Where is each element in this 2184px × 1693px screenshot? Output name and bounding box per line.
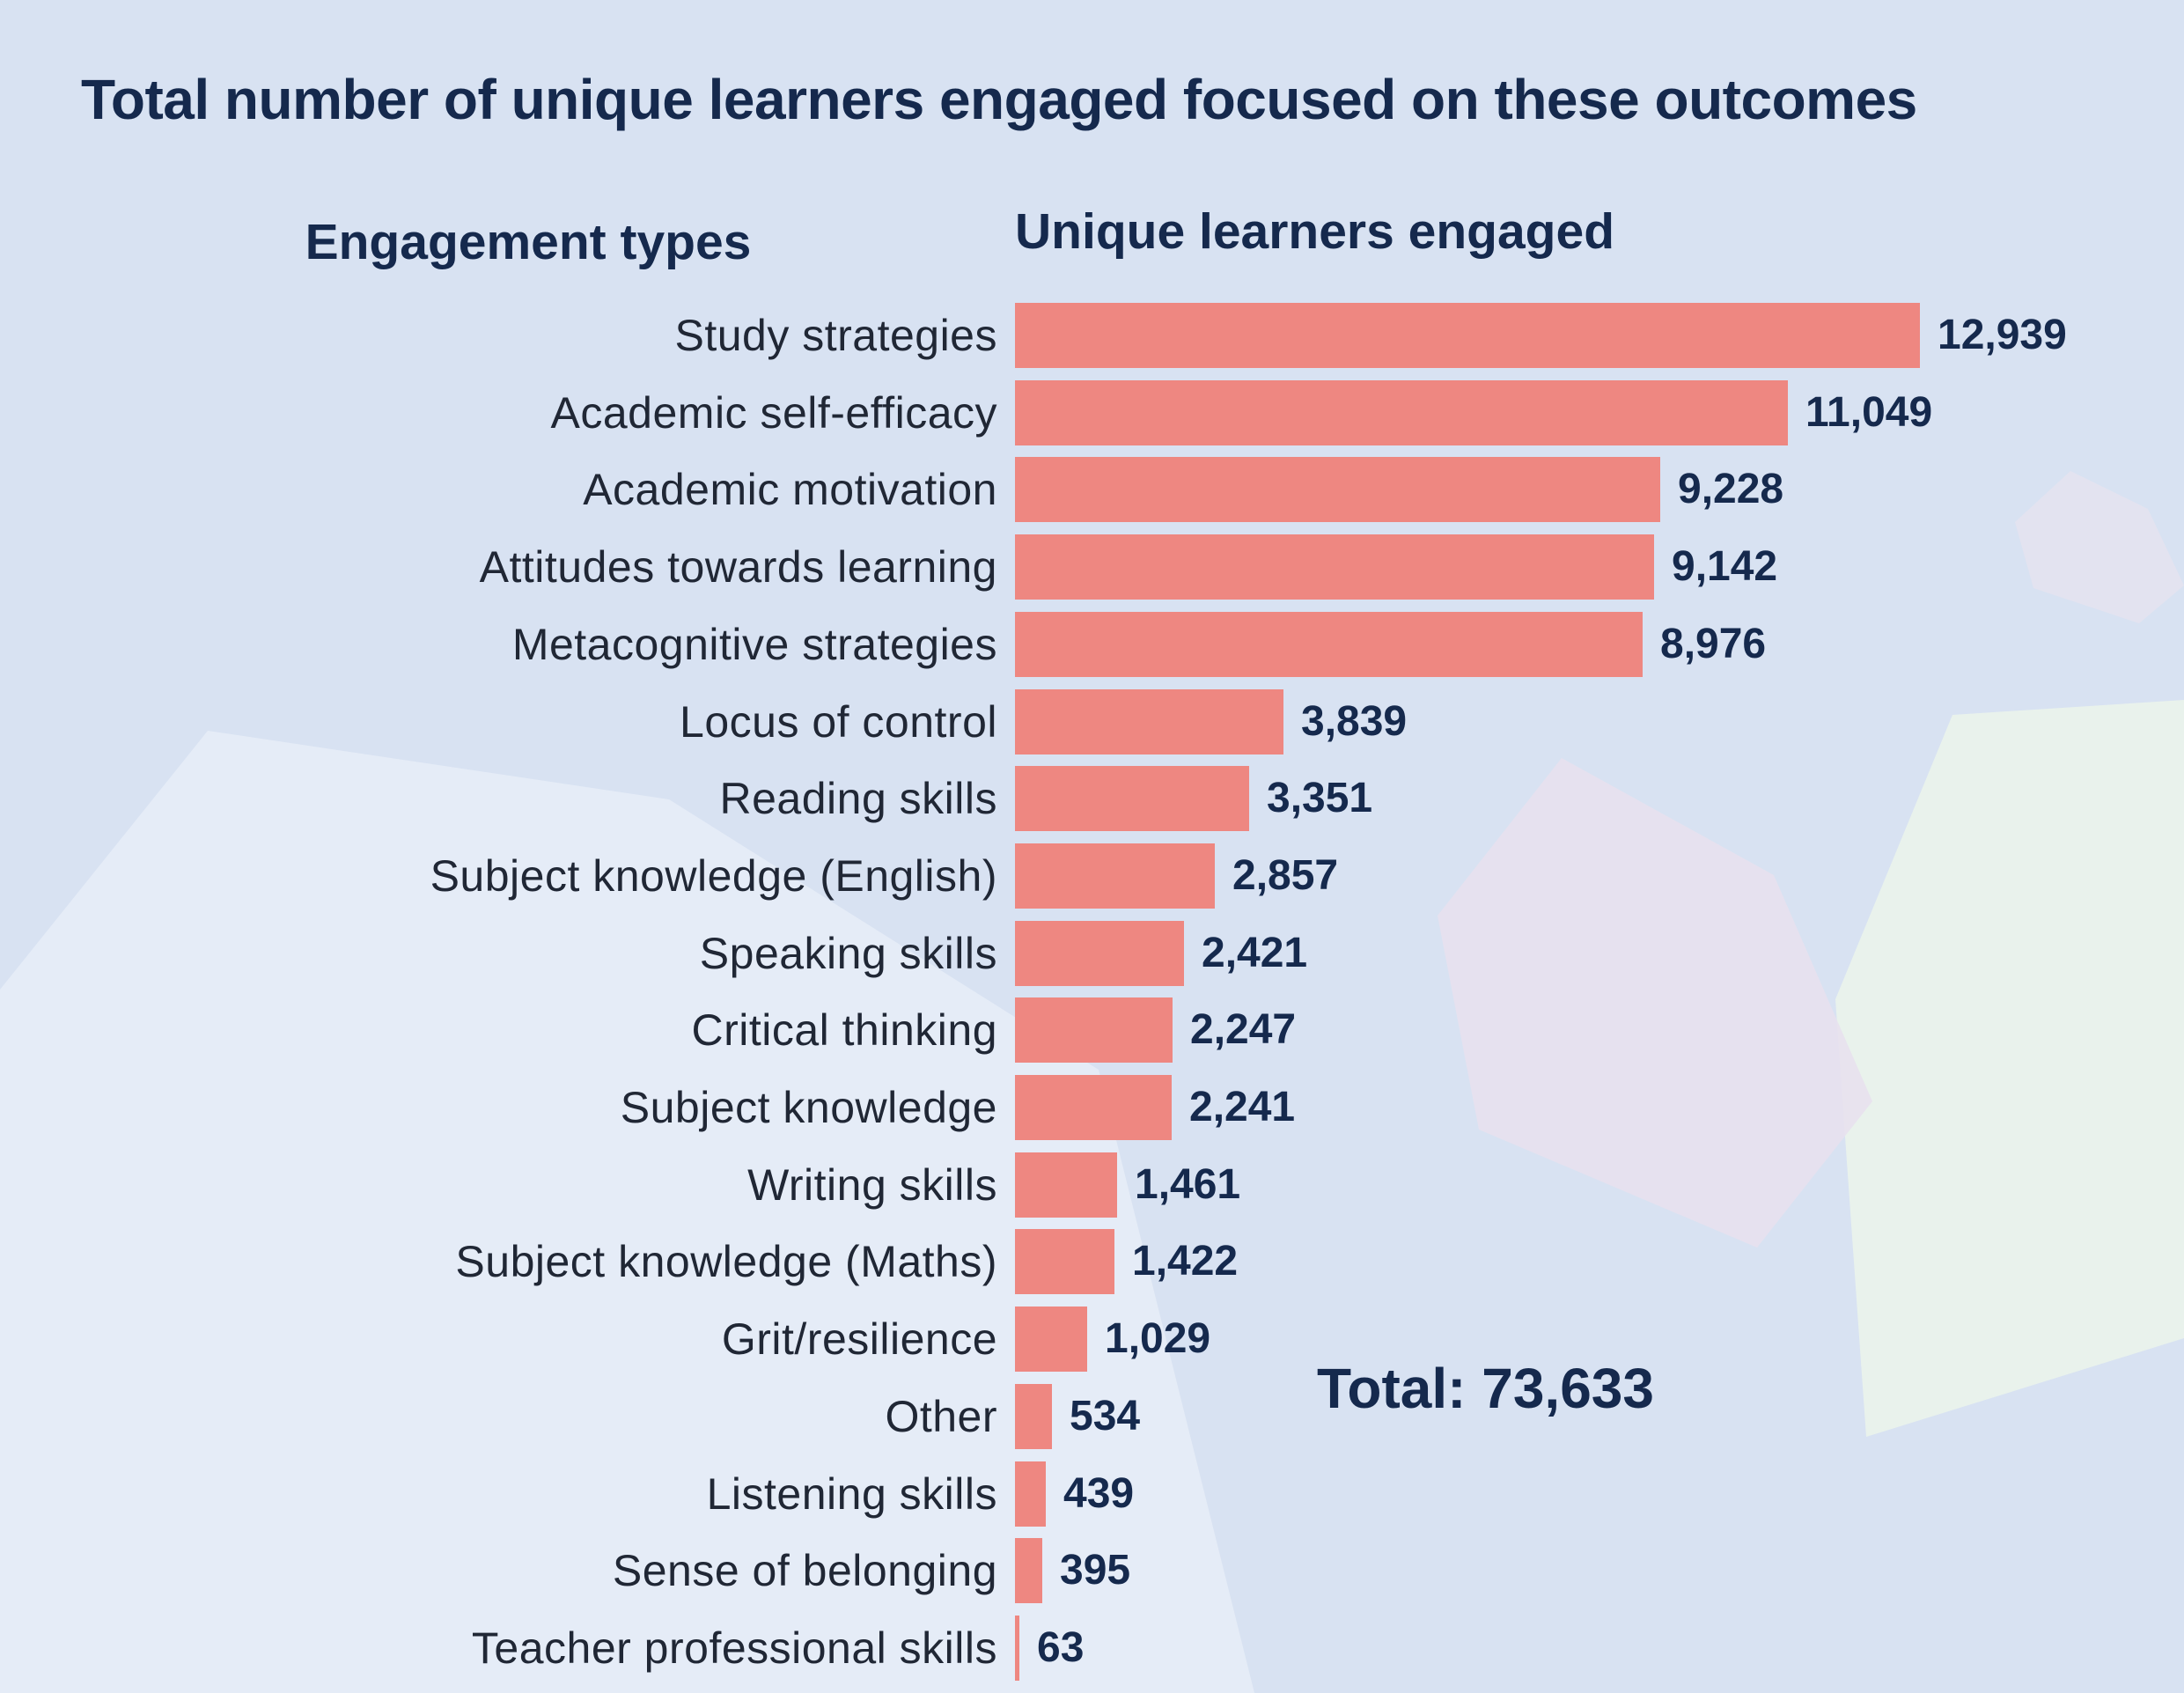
chart-row: Study strategies 12,939 — [0, 303, 2184, 368]
value-label: 395 — [1060, 1547, 1131, 1594]
chart-row: Locus of control 3,839 — [0, 689, 2184, 754]
category-label: Sense of belonging — [612, 1546, 997, 1595]
value-label: 3,351 — [1267, 775, 1373, 821]
category-label: Metacognitive strategies — [511, 620, 997, 669]
category-label: Other — [885, 1392, 997, 1441]
chart-row: Academic motivation 9,228 — [0, 457, 2184, 522]
value-label: 8,976 — [1660, 621, 1767, 667]
value-label: 2,421 — [1202, 930, 1308, 976]
chart-row: Sense of belonging 395 — [0, 1538, 2184, 1603]
category-label: Academic self-efficacy — [550, 388, 997, 438]
chart-row: Listening skills 439 — [0, 1461, 2184, 1527]
category-label: Subject knowledge — [620, 1083, 997, 1132]
category-label: Subject knowledge (English) — [430, 851, 997, 901]
bar — [1015, 1075, 1172, 1140]
category-label: Grit/resilience — [721, 1314, 997, 1364]
bar — [1015, 843, 1215, 909]
bar — [1015, 921, 1184, 986]
bar — [1015, 457, 1660, 522]
chart-row: Metacognitive strategies 8,976 — [0, 612, 2184, 677]
value-label: 534 — [1070, 1393, 1141, 1439]
value-label: 9,142 — [1672, 543, 1778, 590]
category-label: Reading skills — [719, 774, 997, 823]
decor-polygon-light-blue — [0, 731, 1254, 1693]
category-label: Speaking skills — [699, 929, 997, 978]
chart-row: Teacher professional skills 63 — [0, 1616, 2184, 1681]
value-label: 439 — [1063, 1470, 1135, 1517]
category-label: Locus of control — [680, 697, 997, 747]
category-label: Attitudes towards learning — [479, 542, 997, 592]
column-header-engagement-types: Engagement types — [305, 214, 752, 270]
bar — [1015, 997, 1173, 1063]
bar — [1015, 1384, 1052, 1449]
bar — [1015, 1229, 1114, 1294]
chart-row: Subject knowledge (Maths) 1,422 — [0, 1229, 2184, 1294]
chart-row: Academic self-efficacy 11,049 — [0, 380, 2184, 445]
value-label: 9,228 — [1678, 466, 1784, 512]
category-label: Academic motivation — [583, 465, 997, 514]
bar — [1015, 1616, 1019, 1681]
category-label: Subject knowledge (Maths) — [455, 1237, 997, 1286]
bar — [1015, 303, 1920, 368]
chart-row: Writing skills 1,461 — [0, 1152, 2184, 1218]
value-label: 11,049 — [1805, 389, 1933, 436]
chart-row: Reading skills 3,351 — [0, 766, 2184, 831]
chart-row: Attitudes towards learning 9,142 — [0, 534, 2184, 600]
bar — [1015, 689, 1283, 754]
value-label: 2,857 — [1232, 852, 1339, 899]
decor-polygon-lavender-small — [2015, 471, 2184, 623]
bar — [1015, 534, 1654, 600]
bar — [1015, 766, 1249, 831]
bar — [1015, 1461, 1046, 1527]
decor-polygon-lavender-hexagon — [1438, 758, 1872, 1248]
value-label: 2,241 — [1189, 1084, 1296, 1130]
value-label: 2,247 — [1190, 1006, 1297, 1053]
chart-row: Subject knowledge 2,241 — [0, 1075, 2184, 1140]
category-label: Writing skills — [747, 1160, 997, 1210]
chart-row: Critical thinking 2,247 — [0, 997, 2184, 1063]
category-label: Study strategies — [674, 311, 997, 360]
chart-row: Speaking skills 2,421 — [0, 921, 2184, 986]
bar — [1015, 380, 1788, 445]
total-label: Total: 73,633 — [1317, 1357, 1654, 1420]
value-label: 12,939 — [1938, 312, 2067, 358]
value-label: 1,029 — [1105, 1315, 1211, 1362]
category-label: Critical thinking — [691, 1005, 997, 1055]
chart-title: Total number of unique learners engaged … — [81, 68, 1917, 131]
decor-polygon-mint — [1835, 700, 2184, 1437]
bar — [1015, 612, 1643, 677]
chart-row: Grit/resilience 1,029 — [0, 1307, 2184, 1372]
value-label: 3,839 — [1301, 698, 1408, 745]
column-header-unique-learners-engaged: Unique learners engaged — [1015, 203, 1615, 260]
chart-row: Other 534 — [0, 1384, 2184, 1449]
category-label: Listening skills — [706, 1469, 997, 1519]
category-label: Teacher professional skills — [471, 1623, 997, 1673]
bar — [1015, 1538, 1042, 1603]
value-label: 1,422 — [1132, 1238, 1239, 1284]
value-label: 1,461 — [1135, 1161, 1241, 1208]
bar — [1015, 1152, 1117, 1218]
value-label: 63 — [1037, 1624, 1085, 1671]
bar — [1015, 1307, 1087, 1372]
chart-row: Subject knowledge (English) 2,857 — [0, 843, 2184, 909]
